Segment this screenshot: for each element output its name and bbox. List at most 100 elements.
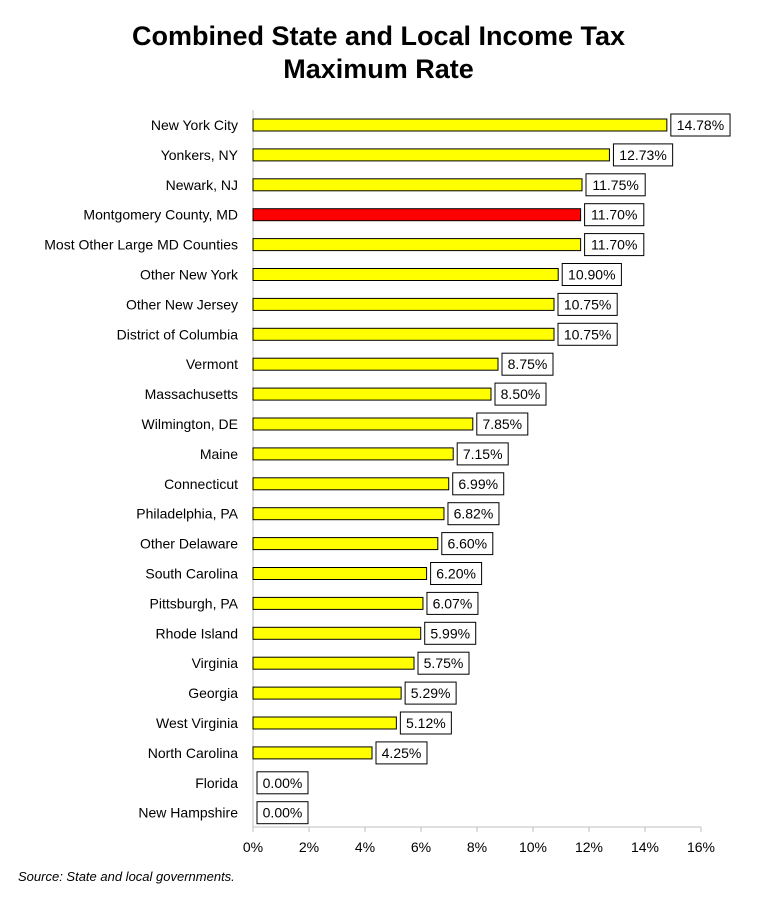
x-tick-label: 10%	[519, 839, 547, 855]
data-label: 6.20%	[436, 566, 476, 582]
data-label: 6.82%	[454, 506, 494, 522]
category-label: District of Columbia	[117, 326, 239, 342]
category-label: Florida	[195, 775, 238, 791]
category-label: North Carolina	[148, 745, 238, 761]
category-label: Wilmington, DE	[142, 416, 238, 432]
bar	[252, 208, 582, 222]
category-label: West Virginia	[156, 715, 238, 731]
data-label-box	[447, 502, 500, 526]
data-label: 5.75%	[424, 655, 464, 671]
category-label: Pittsburgh, PA	[150, 595, 239, 611]
x-tick-label: 12%	[575, 839, 603, 855]
category-label: New York City	[151, 117, 238, 133]
category-label: Other New York	[140, 267, 239, 283]
x-tick-label: 2%	[299, 839, 319, 855]
data-label-box	[584, 233, 645, 257]
bar	[252, 626, 422, 640]
bar	[252, 148, 610, 162]
data-label: 6.60%	[447, 536, 487, 552]
category-label: Georgia	[188, 685, 238, 701]
data-label-box	[256, 771, 309, 795]
bar	[252, 596, 424, 610]
bar	[252, 357, 499, 371]
data-label: 6.07%	[433, 595, 473, 611]
category-label: Vermont	[186, 356, 238, 372]
data-label-box	[561, 263, 622, 286]
data-label-box	[452, 472, 505, 496]
bar	[252, 716, 397, 730]
chart-title: Combined State and Local Income Tax Maxi…	[0, 20, 757, 86]
category-label: Yonkers, NY	[161, 147, 239, 163]
data-label-box	[404, 681, 457, 705]
category-label: Most Other Large MD Counties	[44, 237, 238, 253]
category-label: Massachusetts	[145, 386, 238, 402]
data-label: 10.90%	[568, 267, 615, 283]
category-label: Montgomery County, MD	[83, 207, 238, 223]
data-label-box	[476, 412, 529, 436]
category-label: Other New Jersey	[126, 296, 238, 312]
category-label: New Hampshire	[138, 805, 238, 821]
data-label-box	[417, 651, 470, 675]
category-label: Rhode Island	[155, 625, 238, 641]
bar	[252, 387, 492, 401]
data-label-box	[430, 562, 483, 585]
data-label: 7.15%	[463, 446, 503, 462]
data-label-box	[441, 532, 494, 556]
data-label-box	[375, 741, 428, 765]
chart-title-line-1: Combined State and Local Income Tax	[131, 21, 626, 51]
bar	[252, 417, 474, 431]
data-label-box	[424, 621, 477, 645]
category-label: Maine	[200, 446, 238, 462]
bar	[252, 686, 402, 700]
chart-title-line-2: Maximum Rate	[283, 54, 474, 84]
data-label-box	[670, 113, 731, 137]
data-label: 4.25%	[382, 745, 422, 761]
data-label: 0.00%	[263, 775, 303, 791]
category-label: Virginia	[192, 655, 239, 671]
data-label-box	[557, 322, 618, 346]
data-label: 14.78%	[677, 117, 724, 133]
data-label-box	[256, 801, 309, 825]
bar	[252, 567, 428, 580]
bar	[252, 178, 583, 192]
data-label: 11.75%	[592, 177, 638, 193]
data-label: 6.99%	[458, 476, 498, 492]
data-label: 8.75%	[508, 356, 548, 372]
x-tick-label: 0%	[243, 839, 263, 855]
data-label: 11.70%	[591, 207, 637, 223]
bar	[252, 327, 555, 341]
data-label: 10.75%	[564, 296, 611, 312]
data-label: 5.29%	[411, 685, 451, 701]
data-label-box	[585, 173, 646, 197]
x-tick-label: 16%	[687, 839, 715, 855]
bar	[252, 477, 450, 491]
data-label: 5.12%	[406, 715, 446, 731]
bar	[252, 537, 439, 551]
data-label: 11.70%	[591, 237, 637, 253]
data-label-box	[584, 203, 645, 227]
bar	[252, 746, 373, 760]
data-label: 5.99%	[430, 625, 470, 641]
data-label-box	[494, 382, 547, 406]
data-label: 0.00%	[263, 805, 303, 821]
bar	[252, 507, 445, 521]
data-label-box	[557, 292, 618, 316]
data-label: 7.85%	[482, 416, 522, 432]
bar	[252, 656, 415, 670]
data-label: 8.50%	[501, 386, 541, 402]
data-label-box	[501, 352, 554, 376]
x-tick-label: 4%	[355, 839, 375, 855]
category-label: Newark, NJ	[166, 177, 238, 193]
bar	[252, 297, 555, 311]
x-tick-label: 8%	[467, 839, 487, 855]
category-label: Other Delaware	[140, 536, 238, 552]
bar	[252, 447, 454, 461]
data-label-box	[612, 143, 674, 167]
bar	[252, 118, 668, 132]
data-label-box	[399, 711, 452, 735]
data-label-box	[426, 591, 479, 615]
source-note: Source: State and local governments.	[18, 869, 235, 884]
data-label: 12.73%	[619, 147, 666, 163]
category-label: Philadelphia, PA	[136, 506, 238, 522]
category-label: Connecticut	[164, 476, 238, 492]
